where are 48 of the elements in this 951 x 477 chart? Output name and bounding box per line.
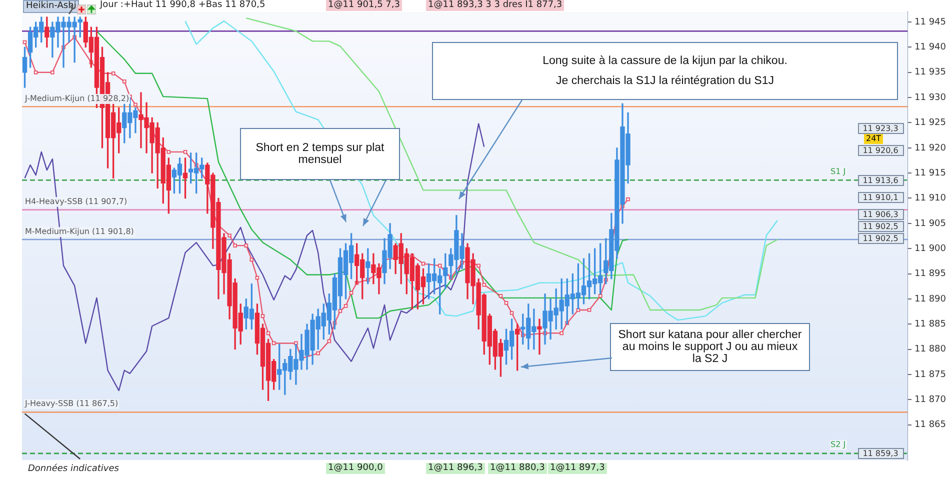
annotation: 11 913,6 (858, 175, 904, 186)
callout-box: Short en 2 temps sur plat mensuel (240, 128, 400, 180)
text: 1@11 900,0 (326, 463, 385, 474)
ref-line-label: J-Medium-Kijun (11 928,2) (24, 94, 130, 104)
text: 1@11 880,3 (488, 463, 547, 474)
y-tick-label: 11 910 (914, 194, 946, 204)
y-tick-label: 11 875 (914, 370, 946, 380)
annotation: Short en 2 temps sur plat mensuel (254, 142, 386, 166)
y-tick-label: 11 920 (914, 143, 946, 154)
y-tick-label: 11 865 (914, 420, 946, 430)
y-tick-label: 11 930 (914, 92, 946, 103)
annotation: 11 902,5 (858, 233, 904, 244)
ref-line-label: H4-Heavy-SSB (11 907,7) (24, 196, 128, 207)
text: 1@11 897,3 (548, 463, 607, 474)
text: Heikin-Ashi (23, 0, 80, 13)
annotation: 11 906,3 (858, 209, 904, 220)
annotation: 11 910,1 (858, 192, 904, 203)
y-tick-label: 11 915 (914, 168, 946, 178)
callout-box: Long suite à la cassure de la kijun par la chikou. Je cherchais la S1J la réintégration du S1J (432, 42, 898, 100)
y-tick-label: 11 890 (914, 294, 946, 304)
y-tick-label: 11 925 (914, 118, 946, 128)
y-tick-label: 11 935 (914, 68, 946, 78)
y-tick-label: 11 885 (914, 319, 946, 330)
annotation: 11 923,3 (858, 123, 904, 134)
y-tick-label: 11 945 (914, 17, 946, 28)
annotation: Short sur katana pour aller chercher au moins le support J ou au mieux la S2 J (617, 329, 803, 365)
text: 1@11 901,5 7,3 (326, 0, 402, 11)
callout-box: Short sur katana pour aller chercher au moins le support J ou au mieux la S2 J (610, 323, 810, 371)
text: Données indicatives (27, 464, 120, 475)
ref-line-label: M-Medium-Kijun (11 901,8) (24, 226, 135, 237)
annotation: Je cherchais la S1J la réintégration du S1J (556, 75, 774, 87)
ref-line-label: J-Heavy-SSB (11 867,5) (24, 399, 120, 410)
text: 1@11 896,3 (426, 463, 485, 474)
annotation: 11 859,3 (858, 448, 904, 459)
y-tick-label: 11 900 (914, 244, 946, 254)
ref-line-label: S2 J (830, 440, 847, 450)
y-tick-label: 11 895 (914, 269, 946, 280)
y-tick-label: 11 880 (914, 344, 946, 355)
annotation: 11 920,6 (858, 145, 904, 156)
text: Jour :+Haut 11 990,8 +Bas 11 870,5 (98, 0, 266, 11)
annotation: 24T (864, 134, 884, 144)
ref-line-label: S1 J (830, 167, 847, 178)
y-tick-label: 11 905 (914, 218, 946, 229)
annotation: Long suite à la cassure de la kijun par la chikou. (542, 55, 788, 67)
y-tick-label: 11 870 (914, 394, 946, 405)
y-tick-label: 11 940 (914, 42, 946, 53)
text: 1@11 893,3 3 3 dres I1 877,3 (426, 0, 564, 11)
annotation: 11 902,5 (858, 221, 904, 232)
